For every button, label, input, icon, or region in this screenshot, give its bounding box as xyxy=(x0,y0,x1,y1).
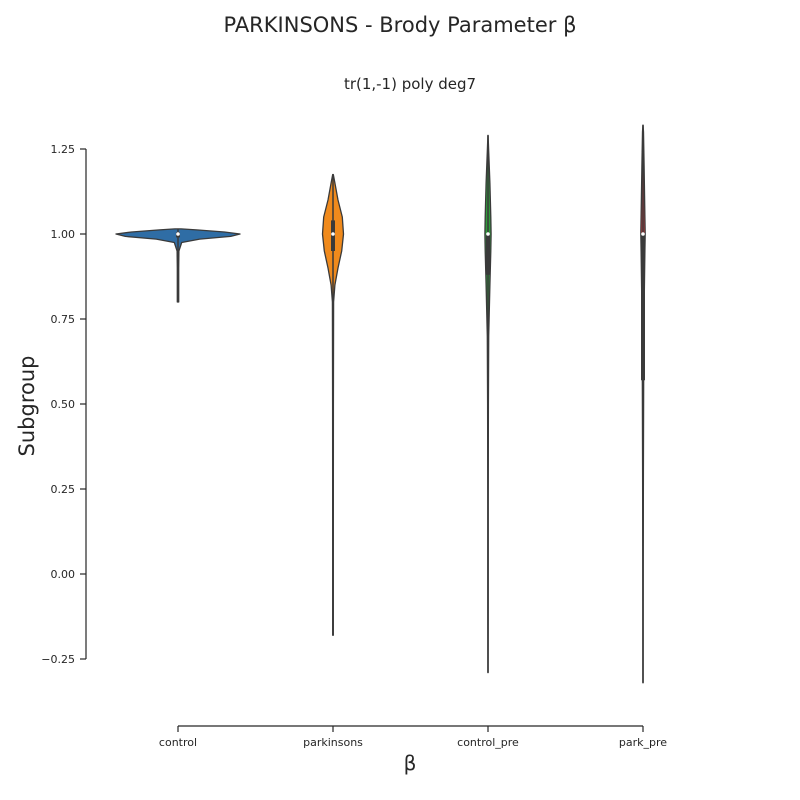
y-tick-label: −0.25 xyxy=(41,653,75,666)
x-tick-label: park_pre xyxy=(619,736,667,749)
y-tick-label: 1.25 xyxy=(51,143,76,156)
violins xyxy=(115,124,646,684)
y-axis-label: Subgroup xyxy=(15,356,39,457)
x-tick-label: control_pre xyxy=(457,736,519,749)
median-dot-control xyxy=(176,232,180,236)
y-tick-label: 0.50 xyxy=(51,398,76,411)
x-axis: control parkinsons control_pre park_pre xyxy=(159,725,667,749)
median-dot-control_pre xyxy=(486,232,490,236)
chart-title: PARKINSONS - Brody Parameter β xyxy=(224,13,577,37)
median-dot-parkinsons xyxy=(331,232,335,236)
y-tick-label: 0.00 xyxy=(51,568,76,581)
y-tick-label: 0.75 xyxy=(51,313,76,326)
y-tick-label: 0.25 xyxy=(51,483,76,496)
y-axis: −0.25 0.00 0.25 0.50 0.75 1.00 1.25 xyxy=(41,143,87,666)
median-dot-park_pre xyxy=(641,232,645,236)
x-tick-label: parkinsons xyxy=(303,736,363,749)
chart-subtitle: tr(1,-1) poly deg7 xyxy=(344,75,476,93)
y-tick-label: 1.00 xyxy=(51,228,76,241)
x-tick-label: control xyxy=(159,736,197,749)
x-axis-label: β xyxy=(404,751,417,775)
